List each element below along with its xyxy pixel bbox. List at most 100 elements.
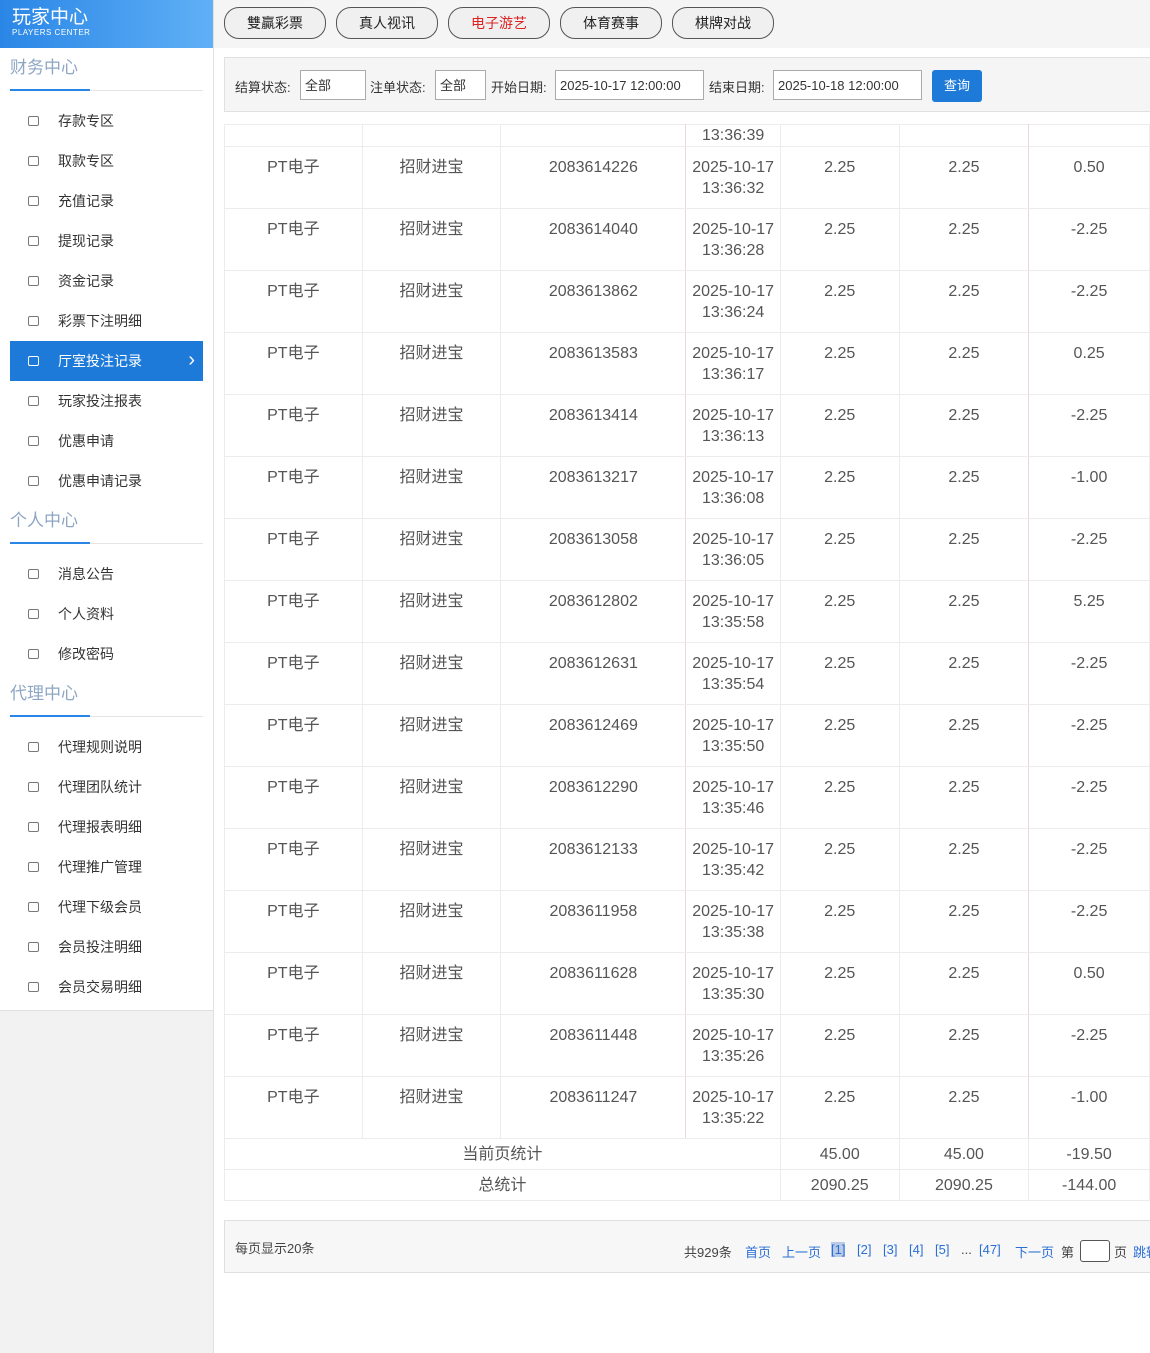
tab[interactable]: 雙贏彩票 — [224, 7, 326, 39]
page-link[interactable]: [5] — [935, 1242, 950, 1257]
menu-item[interactable]: 代理报表明细 — [10, 807, 203, 847]
table-cell: 2.25 — [898, 394, 1030, 457]
menu-item[interactable]: 消息公告 — [10, 554, 203, 594]
summary-value: 2090.25 — [898, 1169, 1030, 1201]
table-cell: 招财进宝 — [361, 270, 502, 333]
summary-value: 45.00 — [779, 1138, 900, 1170]
page-link[interactable]: [4] — [909, 1242, 924, 1257]
table-cell: 招财进宝 — [361, 952, 502, 1015]
table-cell: PT电子 — [224, 828, 363, 891]
table-cell: 2083614040 — [500, 208, 687, 271]
menu-item[interactable]: 存款专区 — [10, 101, 203, 141]
table-cell: 招财进宝 — [361, 394, 502, 457]
table-cell: 2.25 — [898, 766, 1030, 829]
menu-item[interactable]: 会员交易明细 — [10, 967, 203, 1007]
page-link[interactable]: [2] — [857, 1242, 872, 1257]
table-cell: 招财进宝 — [361, 1014, 502, 1077]
menu-item[interactable]: 个人资料 — [10, 594, 203, 634]
table-cell: 2.25 — [779, 146, 900, 209]
menu-item[interactable]: 修改密码 — [10, 634, 203, 674]
table-cell: -2.25 — [1028, 518, 1150, 581]
table-cell: 0.25 — [1028, 332, 1150, 395]
table-cell: -1.00 — [1028, 456, 1150, 519]
table-cell: 2.25 — [779, 1014, 900, 1077]
table-cell: 2.25 — [779, 518, 900, 581]
menu-item[interactable]: 充值记录 — [10, 181, 203, 221]
menu-item[interactable]: 代理推广管理 — [10, 847, 203, 887]
table-cell: 2025-10-17 13:36:08 — [685, 456, 781, 519]
table-cell: -2.25 — [1028, 828, 1150, 891]
table-row: PT电子 招财进宝 2083612469 2025-10-17 13:35:50 2.2… — [224, 704, 1150, 767]
section-title: 代理中心 — [10, 674, 203, 717]
table-row: PT电子 招财进宝 2083612631 2025-10-17 13:35:54 2.2… — [224, 642, 1150, 705]
table-cell: PT电子 — [224, 270, 363, 333]
summary-label: 当前页统计 — [224, 1138, 781, 1170]
menu-item[interactable]: 代理团队统计 — [10, 767, 203, 807]
jump-link[interactable]: 跳转 — [1133, 1245, 1150, 1260]
table-row: PT电子 招财进宝 2083613217 2025-10-17 13:36:08 2.2… — [224, 456, 1150, 519]
page-link[interactable]: [47] — [979, 1242, 1001, 1257]
menu-item[interactable]: 提现记录 — [10, 221, 203, 261]
tab[interactable]: 体育赛事 — [560, 7, 662, 39]
spacer — [0, 717, 213, 727]
table-cell: 2025-10-17 13:36:05 — [685, 518, 781, 581]
table-cell: 2.25 — [898, 890, 1030, 953]
tab-bar: 雙贏彩票 真人视讯 电子游艺 体育赛事 棋牌对战 — [214, 0, 1150, 48]
date-input[interactable]: 2025-10-18 12:00:00 — [773, 70, 922, 100]
table-cell: 2083613058 — [500, 518, 687, 581]
bet-table: 13:36:39 PT电子 招财进宝 2083614226 2025-10-17 13:… — [224, 124, 1150, 1201]
table-cell: 2083613414 — [500, 394, 687, 457]
table-cell: -2.25 — [1028, 704, 1150, 767]
select[interactable]: 全部 — [300, 70, 366, 100]
section-title: 财务中心 — [10, 48, 203, 91]
select[interactable]: 全部 — [435, 70, 486, 100]
page-link[interactable]: 首页 — [745, 1245, 772, 1260]
tab[interactable]: 电子游艺 — [448, 7, 550, 39]
page-link[interactable]: [3] — [883, 1242, 898, 1257]
filter-label: 开始日期: — [491, 80, 547, 95]
menu-item[interactable]: 代理下级会员 — [10, 887, 203, 927]
table-cell — [224, 124, 363, 147]
table-cell: 13:36:39 — [685, 124, 781, 147]
table-cell: PT电子 — [224, 766, 363, 829]
menu-item[interactable]: 彩票下注明细 — [10, 301, 203, 341]
page-link[interactable]: 上一页 — [782, 1245, 822, 1260]
menu-item[interactable]: 资金记录 — [10, 261, 203, 301]
table-cell: PT电子 — [224, 580, 363, 643]
date-input[interactable]: 2025-10-17 12:00:00 — [555, 70, 704, 100]
tab[interactable]: 棋牌对战 — [672, 7, 774, 39]
table-cell: 2.25 — [898, 518, 1030, 581]
table-cell: 2.25 — [779, 456, 900, 519]
menu-item[interactable]: 优惠申请 — [10, 421, 203, 461]
query-button[interactable]: 查询 — [932, 70, 982, 102]
menu-item[interactable]: 会员投注明细 — [10, 927, 203, 967]
table-cell: 2083612469 — [500, 704, 687, 767]
table-row: PT电子 招财进宝 2083612133 2025-10-17 13:35:42 2.2… — [224, 828, 1150, 891]
menu-item[interactable]: 代理规则说明 — [10, 727, 203, 767]
table-cell: 2.25 — [898, 1014, 1030, 1077]
tab[interactable]: 真人视讯 — [336, 7, 438, 39]
menu-item[interactable]: 厅室投注记录 — [10, 340, 203, 381]
filter-bar: 结算状态: 全部 注单状态: 全部 开始日期: 2025-10-17 12:00:00 结束… — [224, 57, 1150, 112]
table-cell: -2.25 — [1028, 208, 1150, 271]
goto-input[interactable] — [1080, 1240, 1110, 1262]
filter-label: 结算状态: — [235, 80, 291, 95]
table-cell: PT电子 — [224, 704, 363, 767]
table-cell: 2083611448 — [500, 1014, 687, 1077]
menu-item[interactable]: 玩家投注报表 — [10, 381, 203, 421]
menu-item[interactable]: 取款专区 — [10, 141, 203, 181]
table-cell: PT电子 — [224, 208, 363, 271]
menu-item[interactable]: 优惠申请记录 — [10, 461, 203, 501]
table-cell: 2.25 — [779, 704, 900, 767]
table-row: 13:36:39 — [224, 124, 1150, 147]
table-cell: 2.25 — [898, 952, 1030, 1015]
page-link[interactable]: [1] — [831, 1242, 846, 1257]
goto-suffix: 页 — [1114, 1245, 1128, 1260]
table-cell: 2025-10-17 13:35:54 — [685, 642, 781, 705]
table-cell: 2025-10-17 13:35:58 — [685, 580, 781, 643]
table-cell: 招财进宝 — [361, 580, 502, 643]
page-link[interactable]: 下一页 — [1015, 1245, 1055, 1260]
table-cell: 2.25 — [779, 580, 900, 643]
summary-label: 总统计 — [224, 1169, 781, 1201]
